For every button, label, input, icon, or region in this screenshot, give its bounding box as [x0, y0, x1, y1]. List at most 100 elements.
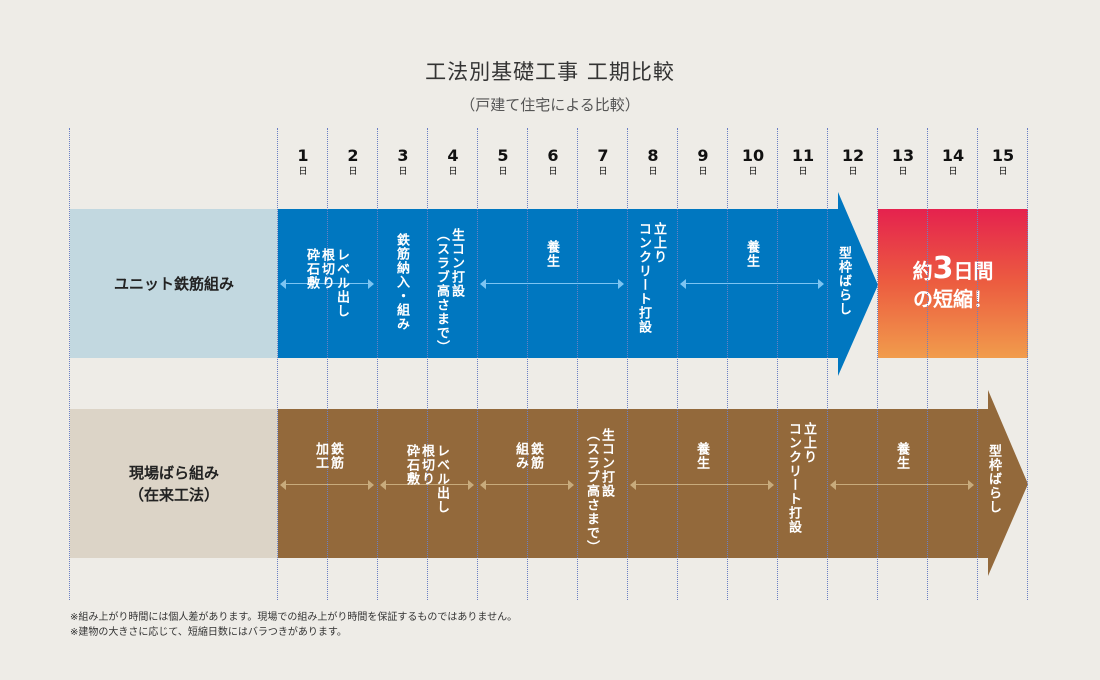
result-prefix: 約 — [912, 258, 933, 283]
day-number: 8 — [647, 146, 659, 165]
day-header-10: 10 日 — [728, 146, 778, 178]
grid-line — [927, 128, 928, 600]
grid-line — [69, 128, 70, 600]
day-unit: 日 — [348, 167, 358, 177]
unit-span-arrow-leveling — [280, 279, 374, 289]
grid-line — [877, 128, 878, 600]
conventional-row-label: 現場ばら組み （在来工法） — [70, 409, 278, 558]
day-unit: 日 — [848, 167, 858, 177]
unit-task-strip: 型枠ばらし — [836, 246, 851, 316]
grid-line — [427, 128, 428, 600]
conventional-span-arrow-cure2 — [830, 480, 974, 490]
day-number: 4 — [447, 146, 459, 165]
conventional-task-cure1: 養生 — [694, 442, 709, 470]
chart-title: 工法別基礎工事 工期比較 — [425, 60, 675, 84]
unit-row-label: ユニット鉄筋組み — [70, 209, 278, 358]
day-header-11: 11 日 — [778, 146, 828, 178]
conventional-span-arrow-assembly — [480, 480, 574, 490]
grid-line — [1027, 128, 1028, 600]
grid-line — [827, 128, 828, 600]
unit-task-leveling: レベル出し 根切り 砕石敷 — [304, 248, 349, 318]
grid-line — [627, 128, 628, 600]
conventional-method-note: （在来工法） — [128, 485, 219, 504]
grid-line — [677, 128, 678, 600]
day-header-12: 12 日 — [828, 146, 878, 178]
day-number: 9 — [697, 146, 709, 165]
grid-line — [377, 128, 378, 600]
conventional-task-strip: 型枠ばらし — [986, 444, 1001, 514]
unit-task-slab: 生コン打設 （スラブ高さまで） — [434, 228, 464, 354]
day-unit: 日 — [898, 167, 908, 177]
conventional-task-cure2: 養生 — [894, 442, 909, 470]
result-suffix: 日間 — [953, 258, 994, 283]
conventional-method-name: 現場ばら組み — [128, 463, 219, 482]
day-unit: 日 — [648, 167, 658, 177]
day-number: 3 — [397, 146, 409, 165]
day-number: 14 — [941, 146, 965, 165]
conventional-task-rise: 立上り コンクリート打設 — [786, 422, 816, 534]
unit-row-label-bg — [70, 209, 278, 358]
day-unit: 日 — [948, 167, 958, 177]
result-number: 3 — [932, 250, 954, 286]
day-number: 10 — [741, 146, 765, 165]
footnote: ※組み上がり時間には個人差があります。現場での組み上がり時間を保証するものではあ… — [70, 612, 518, 623]
day-number: 11 — [791, 146, 815, 165]
day-number: 5 — [497, 146, 509, 165]
grid-line — [327, 128, 328, 600]
conventional-span-arrow-leveling — [380, 480, 474, 490]
result-line2: の短縮！ — [913, 286, 993, 311]
day-number: 2 — [347, 146, 359, 165]
unit-span-arrow-cure2 — [680, 279, 824, 289]
grid-line — [727, 128, 728, 600]
day-unit: 日 — [398, 167, 408, 177]
day-unit: 日 — [548, 167, 558, 177]
day-unit: 日 — [498, 167, 508, 177]
conventional-task-slab: 生コン打設 （スラブ高さまで） — [584, 428, 614, 554]
chart-subtitle: （戸建て住宅による比較） — [460, 96, 640, 114]
unit-timeline-bar — [278, 192, 878, 376]
grid-line — [577, 128, 578, 600]
day-header-13: 13 日 — [878, 146, 928, 178]
conventional-row-label-bg — [70, 409, 278, 558]
day-unit: 日 — [598, 167, 608, 177]
conventional-timeline-bar — [278, 390, 1028, 576]
day-header-14: 14 日 — [928, 146, 978, 178]
conventional-task-rebar-work: 鉄筋 加工 — [313, 442, 343, 470]
unit-task-cure1: 養生 — [544, 240, 559, 268]
day-number: 15 — [991, 146, 1015, 165]
day-header-15: 15 日 — [978, 146, 1028, 178]
conventional-task-rebar-assembly: 鉄筋 組み — [513, 442, 543, 470]
grid-line — [477, 128, 478, 600]
unit-task-rebar: 鉄筋納入・組み — [394, 233, 409, 331]
grid-line — [777, 128, 778, 600]
day-number: 13 — [891, 146, 915, 165]
day-number: 6 — [547, 146, 559, 165]
footnotes: ※組み上がり時間には個人差があります。現場での組み上がり時間を保証するものではあ… — [70, 610, 517, 640]
day-unit: 日 — [998, 167, 1008, 177]
conventional-span-arrow-cure1 — [630, 480, 774, 490]
day-unit: 日 — [748, 167, 758, 177]
day-unit: 日 — [298, 167, 308, 177]
conventional-task-leveling: レベル出し 根切り 砕石敷 — [404, 444, 449, 514]
day-number: 1 — [297, 146, 309, 165]
unit-task-rise: 立上り コンクリート打設 — [636, 222, 666, 334]
grid-line — [277, 128, 278, 600]
day-unit: 日 — [448, 167, 458, 177]
unit-span-arrow-cure1 — [480, 279, 624, 289]
footnote: ※建物の大きさに応じて、短縮日数にはバラつきがあります。 — [70, 627, 347, 638]
grid-line — [977, 128, 978, 600]
unit-task-cure2: 養生 — [744, 240, 759, 268]
day-number: 7 — [597, 146, 609, 165]
day-unit: 日 — [798, 167, 808, 177]
conventional-span-arrow-rebar — [280, 480, 374, 490]
unit-method-name: ユニット鉄筋組み — [113, 274, 234, 293]
result-box: 約3日間 の短縮！ — [878, 209, 1028, 358]
